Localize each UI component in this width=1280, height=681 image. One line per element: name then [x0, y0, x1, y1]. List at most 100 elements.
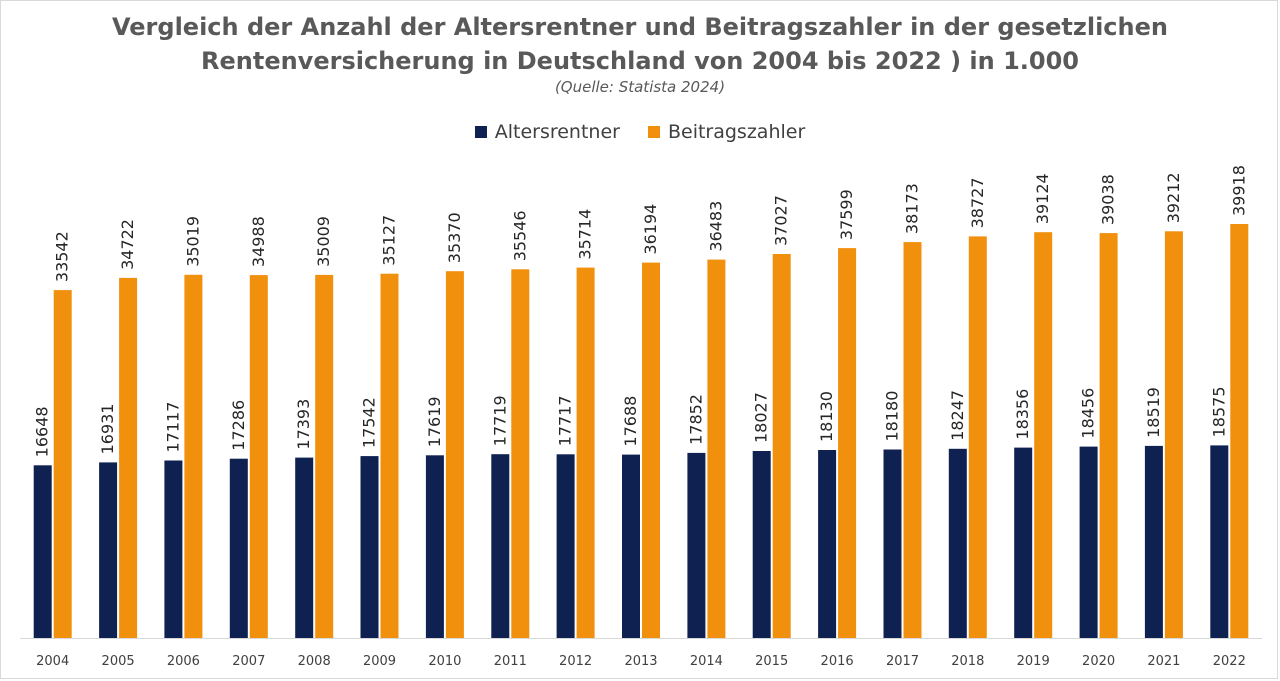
bar-altersrentner-2012	[556, 454, 575, 638]
bar-altersrentner-2009	[360, 456, 379, 638]
data-label-beitragszahler-2011: 35546	[510, 210, 529, 261]
data-label-beitragszahler-2012: 35714	[576, 209, 595, 260]
data-label-beitragszahler-2007: 34988	[249, 216, 268, 267]
legend-item-altersrentner: Altersrentner	[474, 121, 620, 143]
bar-altersrentner-2006	[164, 460, 183, 638]
data-label-altersrentner-2022: 18575	[1209, 386, 1228, 437]
bar-altersrentner-2016	[818, 450, 837, 638]
data-label-beitragszahler-2013: 36194	[641, 204, 660, 255]
bar-beitragszahler-2021	[1164, 231, 1183, 639]
data-label-beitragszahler-2009: 35127	[380, 215, 399, 266]
bar-beitragszahler-2014	[707, 259, 726, 638]
data-label-altersrentner-2008: 17393	[294, 399, 313, 450]
data-label-altersrentner-2018: 18247	[948, 390, 967, 441]
bar-altersrentner-2011	[491, 454, 510, 638]
bar-altersrentner-2010	[425, 455, 444, 638]
data-label-altersrentner-2021: 18519	[1144, 387, 1163, 438]
data-label-altersrentner-2005: 16931	[98, 403, 117, 454]
x-tick-2018: 2018	[951, 654, 984, 669]
data-label-altersrentner-2011: 17719	[490, 395, 509, 446]
x-tick-2006: 2006	[167, 654, 200, 669]
bar-beitragszahler-2011	[511, 269, 530, 638]
data-label-altersrentner-2014: 17852	[686, 394, 705, 445]
data-label-beitragszahler-2005: 34722	[118, 219, 137, 270]
bar-altersrentner-2008	[295, 457, 314, 638]
data-label-altersrentner-2009: 17542	[360, 397, 379, 448]
data-label-beitragszahler-2006: 35019	[183, 216, 202, 267]
x-tick-2007: 2007	[232, 654, 265, 669]
legend-label-beitragszahler: Beitragszahler	[667, 121, 806, 143]
x-tick-2016: 2016	[821, 654, 854, 669]
data-label-beitragszahler-2019: 39124	[1033, 173, 1052, 224]
bar-altersrentner-2021	[1144, 445, 1163, 638]
chart-title-line2: Rentenversicherung in Deutschland von 20…	[201, 47, 1079, 75]
data-label-beitragszahler-2014: 36483	[706, 201, 725, 252]
data-label-beitragszahler-2018: 38727	[968, 177, 987, 228]
x-tick-2019: 2019	[1017, 654, 1050, 669]
data-label-altersrentner-2013: 17688	[621, 396, 640, 447]
x-tick-2017: 2017	[886, 654, 919, 669]
data-label-altersrentner-2019: 18356	[1013, 389, 1032, 440]
bar-beitragszahler-2006	[184, 274, 203, 638]
bar-beitragszahler-2019	[1034, 232, 1053, 638]
data-label-beitragszahler-2021: 39212	[1164, 172, 1183, 223]
data-label-beitragszahler-2020: 39038	[1099, 174, 1118, 225]
data-label-altersrentner-2007: 17286	[229, 400, 248, 451]
legend-swatch-beitragszahler	[647, 126, 660, 138]
bar-beitragszahler-2015	[772, 254, 791, 638]
bar-beitragszahler-2013	[642, 262, 660, 638]
bar-beitragszahler-2017	[903, 242, 922, 638]
data-label-beitragszahler-2015: 37027	[772, 195, 791, 246]
bar-beitragszahler-2009	[380, 273, 399, 638]
bar-beitragszahler-2022	[1230, 224, 1249, 638]
x-tick-2022: 2022	[1213, 654, 1246, 669]
bar-altersrentner-2004	[33, 465, 52, 638]
bar-altersrentner-2019	[1014, 447, 1033, 638]
x-tick-2015: 2015	[755, 654, 788, 669]
x-tick-2008: 2008	[298, 654, 331, 669]
bar-beitragszahler-2020	[1099, 233, 1118, 638]
data-label-altersrentner-2017: 18180	[883, 391, 902, 442]
bar-altersrentner-2013	[622, 454, 640, 638]
bar-beitragszahler-2012	[576, 267, 595, 638]
bar-altersrentner-2014	[687, 452, 706, 638]
bar-altersrentner-2015	[752, 451, 771, 638]
x-tick-2020: 2020	[1082, 654, 1115, 669]
data-label-beitragszahler-2022: 39918	[1229, 165, 1248, 216]
bar-beitragszahler-2018	[968, 236, 987, 638]
bar-altersrentner-2005	[99, 462, 118, 638]
data-label-altersrentner-2010: 17619	[425, 396, 444, 447]
x-tick-2005: 2005	[102, 654, 135, 669]
legend-swatch-altersrentner	[474, 126, 487, 138]
data-label-beitragszahler-2008: 35009	[314, 216, 333, 267]
bar-beitragszahler-2008	[315, 274, 334, 638]
x-tick-2010: 2010	[428, 654, 461, 669]
chart-subtitle: (Quelle: Statista 2024)	[554, 78, 726, 96]
bar-beitragszahler-2004	[53, 290, 72, 638]
data-label-altersrentner-2004: 16648	[33, 406, 52, 457]
data-label-beitragszahler-2017: 38173	[903, 183, 922, 234]
bar-altersrentner-2017	[883, 449, 902, 638]
data-label-beitragszahler-2010: 35370	[445, 212, 464, 263]
data-label-altersrentner-2006: 17117	[163, 402, 182, 453]
x-tick-2014: 2014	[690, 654, 723, 669]
data-label-beitragszahler-2004: 33542	[53, 231, 72, 282]
bar-altersrentner-2018	[948, 448, 967, 638]
bar-beitragszahler-2010	[445, 271, 464, 638]
legend-item-beitragszahler: Beitragszahler	[647, 121, 806, 143]
bar-beitragszahler-2016	[838, 248, 857, 638]
x-tick-2013: 2013	[624, 654, 657, 669]
legend-label-altersrentner: Altersrentner	[494, 121, 620, 143]
chart-title-line1: Vergleich der Anzahl der Altersrentner u…	[112, 13, 1168, 41]
x-tick-2021: 2021	[1147, 654, 1180, 669]
x-tick-2004: 2004	[36, 654, 69, 669]
data-label-altersrentner-2012: 17717	[556, 395, 575, 446]
x-tick-2012: 2012	[559, 654, 592, 669]
data-label-altersrentner-2016: 18130	[817, 391, 836, 442]
data-label-beitragszahler-2016: 37599	[837, 189, 856, 240]
x-tick-2011: 2011	[494, 654, 527, 669]
data-label-altersrentner-2015: 18027	[752, 392, 771, 443]
bar-beitragszahler-2005	[119, 277, 138, 638]
chart-legend: Altersrentner Beitragszahler	[0, 121, 1280, 143]
